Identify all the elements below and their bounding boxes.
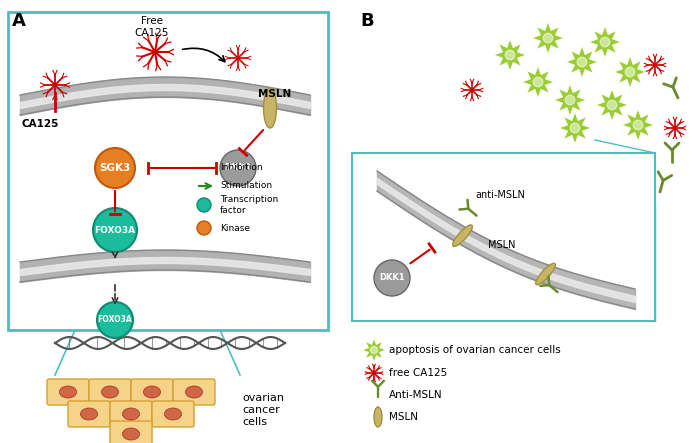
Text: B: B — [360, 12, 374, 30]
Circle shape — [505, 50, 515, 60]
Ellipse shape — [122, 428, 140, 440]
Ellipse shape — [81, 408, 97, 420]
Text: Transcription
factor: Transcription factor — [220, 195, 278, 215]
FancyBboxPatch shape — [110, 421, 152, 443]
Ellipse shape — [186, 386, 202, 398]
Circle shape — [626, 67, 635, 77]
Polygon shape — [566, 46, 598, 78]
Ellipse shape — [263, 88, 277, 128]
Circle shape — [374, 260, 410, 296]
Polygon shape — [589, 26, 621, 58]
Text: Kinase: Kinase — [220, 224, 250, 233]
Polygon shape — [559, 112, 591, 144]
Polygon shape — [614, 56, 646, 88]
Text: MSLN: MSLN — [488, 240, 516, 250]
Ellipse shape — [101, 386, 119, 398]
Text: FOXO3A: FOXO3A — [95, 225, 136, 234]
Text: anti-MSLN: anti-MSLN — [475, 190, 525, 200]
Ellipse shape — [374, 407, 382, 427]
Circle shape — [533, 77, 543, 87]
Circle shape — [370, 346, 377, 354]
FancyBboxPatch shape — [173, 379, 215, 405]
Text: DKK1: DKK1 — [224, 163, 252, 172]
FancyBboxPatch shape — [89, 379, 131, 405]
Polygon shape — [362, 338, 386, 362]
Circle shape — [220, 150, 256, 186]
Text: MSLN: MSLN — [389, 412, 418, 422]
Circle shape — [578, 57, 587, 67]
FancyBboxPatch shape — [68, 401, 110, 427]
Circle shape — [570, 123, 580, 133]
FancyBboxPatch shape — [8, 12, 328, 330]
Text: SGK3: SGK3 — [99, 163, 131, 173]
Text: DKK1: DKK1 — [379, 273, 404, 283]
Ellipse shape — [536, 263, 555, 285]
Ellipse shape — [452, 225, 473, 246]
FancyBboxPatch shape — [131, 379, 173, 405]
Text: Anti-MSLN: Anti-MSLN — [389, 390, 443, 400]
Text: Stimulation: Stimulation — [220, 182, 272, 190]
Polygon shape — [494, 39, 526, 71]
Polygon shape — [522, 66, 554, 98]
Circle shape — [543, 33, 553, 43]
Text: apoptosis of ovarian cancer cells: apoptosis of ovarian cancer cells — [389, 345, 561, 355]
Text: FOXO3A: FOXO3A — [97, 315, 132, 325]
Circle shape — [565, 95, 575, 105]
Text: ovarian
cancer
cells: ovarian cancer cells — [242, 393, 284, 427]
Text: free CA125: free CA125 — [389, 368, 448, 378]
Ellipse shape — [122, 408, 140, 420]
Circle shape — [197, 221, 211, 235]
FancyBboxPatch shape — [110, 401, 152, 427]
Circle shape — [97, 302, 133, 338]
Circle shape — [197, 198, 211, 212]
FancyBboxPatch shape — [352, 153, 655, 321]
Circle shape — [600, 37, 610, 47]
Polygon shape — [596, 89, 628, 121]
Ellipse shape — [165, 408, 181, 420]
Text: Inhibition: Inhibition — [220, 163, 263, 172]
Polygon shape — [554, 84, 586, 116]
Circle shape — [93, 208, 137, 252]
Polygon shape — [622, 109, 654, 141]
Text: CA125: CA125 — [22, 119, 59, 129]
Circle shape — [607, 100, 616, 110]
Ellipse shape — [143, 386, 161, 398]
Circle shape — [95, 148, 135, 188]
Text: Free
CA125: Free CA125 — [135, 16, 169, 38]
Ellipse shape — [60, 386, 76, 398]
Circle shape — [633, 120, 643, 130]
Polygon shape — [532, 22, 564, 54]
FancyBboxPatch shape — [47, 379, 89, 405]
Text: A: A — [12, 12, 26, 30]
FancyBboxPatch shape — [152, 401, 194, 427]
Text: MSLN: MSLN — [258, 89, 291, 99]
